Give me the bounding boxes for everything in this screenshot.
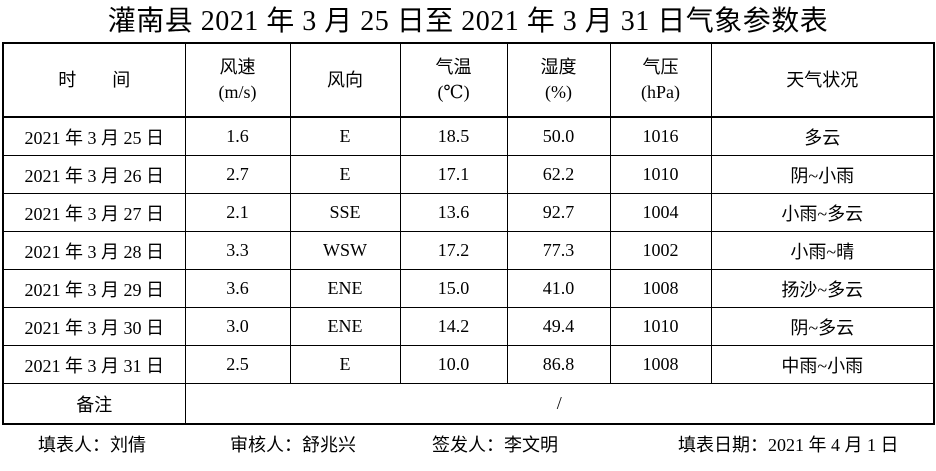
humidity-cell: 92.7 bbox=[506, 193, 611, 232]
wind-direction-cell: E bbox=[289, 155, 401, 194]
table-row: 2021 年 3 月 30 日 3.0 ENE 14.2 49.4 1010 阴… bbox=[2, 307, 935, 346]
humidity-cell: 77.3 bbox=[506, 231, 611, 270]
col-header-temperature: 气温 (℃) bbox=[399, 42, 508, 118]
weather-cell: 小雨~多云 bbox=[710, 193, 935, 232]
table-row: 2021 年 3 月 31 日 2.5 E 10.0 86.8 1008 中雨~… bbox=[2, 345, 935, 384]
weather-cell: 扬沙~多云 bbox=[710, 269, 935, 308]
pressure-cell: 1004 bbox=[609, 193, 712, 232]
col-header-pressure: 气压 (hPa) bbox=[609, 42, 712, 118]
date-cell: 2021 年 3 月 30 日 bbox=[2, 307, 186, 346]
weather-cell: 阴~多云 bbox=[710, 307, 935, 346]
wind-speed-cell: 3.0 bbox=[184, 307, 291, 346]
table-row: 2021 年 3 月 29 日 3.6 ENE 15.0 41.0 1008 扬… bbox=[2, 269, 935, 308]
date-cell: 2021 年 3 月 29 日 bbox=[2, 269, 186, 308]
wind-direction-cell: ENE bbox=[289, 269, 401, 308]
col-header-wind-speed: 风速 (m/s) bbox=[184, 42, 291, 118]
wind-speed-cell: 3.3 bbox=[184, 231, 291, 270]
remark-label: 备注 bbox=[2, 383, 186, 425]
wind-speed-cell: 1.6 bbox=[184, 116, 291, 156]
form-date: 填表日期：2021 年 4 月 1 日 bbox=[678, 435, 899, 455]
wind-direction-cell: ENE bbox=[289, 307, 401, 346]
pressure-cell: 1002 bbox=[609, 231, 712, 270]
wind-direction-cell: E bbox=[289, 116, 401, 156]
table-row: 2021 年 3 月 28 日 3.3 WSW 17.2 77.3 1002 小… bbox=[2, 231, 935, 270]
temperature-cell: 17.2 bbox=[399, 231, 508, 270]
remark-row: 备注 / bbox=[2, 383, 935, 425]
wind-speed-cell: 3.6 bbox=[184, 269, 291, 308]
humidity-cell: 62.2 bbox=[506, 155, 611, 194]
wind-direction-cell: WSW bbox=[289, 231, 401, 270]
pressure-cell: 1010 bbox=[609, 155, 712, 194]
page-title: 灌南县 2021 年 3 月 25 日至 2021 年 3 月 31 日气象参数… bbox=[107, 6, 829, 37]
humidity-cell: 49.4 bbox=[506, 307, 611, 346]
table-row: 2021 年 3 月 25 日 1.6 E 18.5 50.0 1016 多云 bbox=[2, 116, 935, 156]
date-cell: 2021 年 3 月 31 日 bbox=[2, 345, 186, 384]
table-row: 2021 年 3 月 26 日 2.7 E 17.1 62.2 1010 阴~小… bbox=[2, 155, 935, 194]
temperature-cell: 18.5 bbox=[399, 116, 508, 156]
weather-cell: 多云 bbox=[710, 116, 935, 156]
wind-speed-cell: 2.7 bbox=[184, 155, 291, 194]
wind-direction-cell: E bbox=[289, 345, 401, 384]
temperature-cell: 14.2 bbox=[399, 307, 508, 346]
col-header-weather: 天气状况 bbox=[710, 42, 935, 118]
col-header-humidity: 湿度 (%) bbox=[506, 42, 611, 118]
pressure-cell: 1008 bbox=[609, 345, 712, 384]
humidity-cell: 86.8 bbox=[506, 345, 611, 384]
temperature-cell: 13.6 bbox=[399, 193, 508, 232]
humidity-cell: 41.0 bbox=[506, 269, 611, 308]
temperature-cell: 17.1 bbox=[399, 155, 508, 194]
weather-cell: 小雨~晴 bbox=[710, 231, 935, 270]
date-cell: 2021 年 3 月 27 日 bbox=[2, 193, 186, 232]
wind-speed-cell: 2.1 bbox=[184, 193, 291, 232]
table-row: 2021 年 3 月 27 日 2.1 SSE 13.6 92.7 1004 小… bbox=[2, 193, 935, 232]
col-header-time: 时 间 bbox=[2, 42, 186, 118]
temperature-cell: 15.0 bbox=[399, 269, 508, 308]
date-cell: 2021 年 3 月 26 日 bbox=[2, 155, 186, 194]
pressure-cell: 1016 bbox=[609, 116, 712, 156]
pressure-cell: 1008 bbox=[609, 269, 712, 308]
wind-direction-cell: SSE bbox=[289, 193, 401, 232]
pressure-cell: 1010 bbox=[609, 307, 712, 346]
date-cell: 2021 年 3 月 28 日 bbox=[2, 231, 186, 270]
header-row: 时 间 风速 (m/s) 风向 气温 (℃) 湿度 (%) 气压 (hPa) 天气状况 bbox=[2, 42, 935, 118]
wind-speed-cell: 2.5 bbox=[184, 345, 291, 384]
signature-footer: 填表人：刘倩 审核人：舒兆兴 签发人：李文明 填表日期：2021 年 4 月 1… bbox=[0, 425, 936, 463]
temperature-cell: 10.0 bbox=[399, 345, 508, 384]
form-filler: 填表人：刘倩 bbox=[38, 435, 146, 455]
weather-cell: 中雨~小雨 bbox=[710, 345, 935, 384]
weather-cell: 阴~小雨 bbox=[710, 155, 935, 194]
remark-value: / bbox=[184, 383, 935, 425]
date-cell: 2021 年 3 月 25 日 bbox=[2, 116, 186, 156]
weather-parameters-table: 时 间 风速 (m/s) 风向 气温 (℃) 湿度 (%) 气压 (hPa) 天气状况 … bbox=[2, 42, 935, 425]
form-reviewer: 审核人：舒兆兴 bbox=[230, 435, 356, 455]
form-issuer: 签发人：李文明 bbox=[432, 435, 558, 455]
humidity-cell: 50.0 bbox=[506, 116, 611, 156]
col-header-wind-direction: 风向 bbox=[289, 42, 401, 118]
